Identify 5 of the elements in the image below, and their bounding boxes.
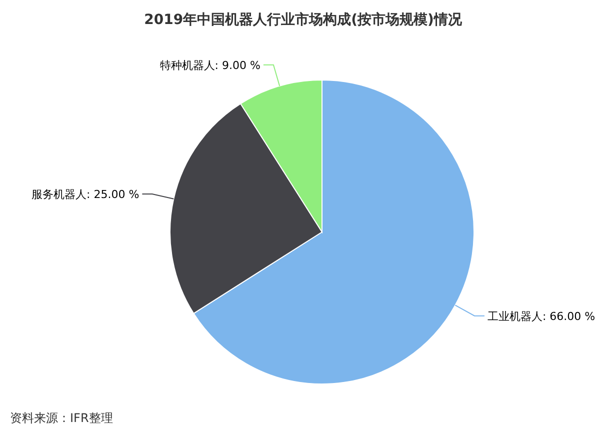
text: 资料来源：IFR整理 [10, 411, 113, 425]
slice-label: 工业机器人: 66.00 % [487, 310, 596, 323]
slice-label: 服务机器人: 25.00 % [32, 188, 140, 202]
chart-title: 2019年中国机器人行业市场构成(按市场规模)情况 [144, 11, 463, 28]
slice-label: 特种机器人: 9.00 % [160, 58, 260, 72]
